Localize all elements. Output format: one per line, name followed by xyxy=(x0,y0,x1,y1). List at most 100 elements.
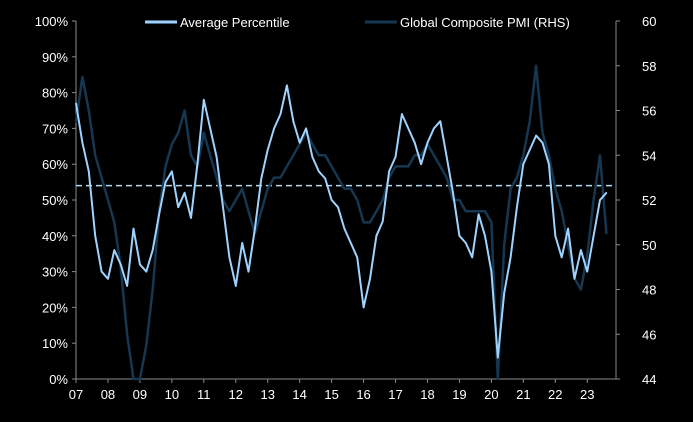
right-tick-label: 56 xyxy=(642,104,656,119)
point-average-percentile xyxy=(509,256,512,259)
point-global-composite-pmi xyxy=(75,120,77,123)
x-tick-label: 14 xyxy=(292,387,306,402)
point-average-percentile xyxy=(183,192,186,194)
x-tick-label: 23 xyxy=(580,387,594,402)
point-global-composite-pmi xyxy=(286,165,288,168)
axes-layer: 0% 10% 20% 30% 40% 50% 60% 70% 80% 90% 100% 44 46 48 5… xyxy=(35,14,657,402)
point-global-composite-pmi xyxy=(599,154,601,157)
point-average-percentile xyxy=(420,163,422,165)
point-global-composite-pmi xyxy=(183,109,186,112)
point-average-percentile xyxy=(599,199,601,201)
x-tick-label: 19 xyxy=(452,387,466,402)
x-tick-label: 16 xyxy=(356,387,370,402)
point-global-composite-pmi xyxy=(113,221,116,224)
point-average-percentile xyxy=(126,285,128,287)
left-tick-label: 40% xyxy=(42,229,68,244)
left-tick-label: 70% xyxy=(42,121,68,136)
point-global-composite-pmi xyxy=(318,154,320,157)
point-global-composite-pmi xyxy=(458,199,461,201)
point-global-composite-pmi xyxy=(445,176,448,179)
point-average-percentile xyxy=(407,127,410,130)
point-average-percentile xyxy=(426,141,429,144)
x-tick-label: 08 xyxy=(101,387,115,402)
point-average-percentile xyxy=(279,113,282,115)
left-tick-label: 0% xyxy=(49,372,68,387)
point-average-percentile xyxy=(88,170,90,173)
right-tick-label: 48 xyxy=(642,283,656,298)
point-global-composite-pmi xyxy=(503,244,506,246)
point-average-percentile xyxy=(171,170,173,173)
point-global-composite-pmi xyxy=(541,132,544,134)
point-global-composite-pmi xyxy=(241,188,243,190)
point-global-composite-pmi xyxy=(235,199,237,201)
point-global-composite-pmi xyxy=(369,221,371,224)
point-average-percentile xyxy=(592,235,595,237)
point-global-composite-pmi xyxy=(477,210,480,212)
point-global-composite-pmi xyxy=(484,210,486,212)
point-average-percentile xyxy=(343,227,346,230)
point-average-percentile xyxy=(477,213,480,216)
point-average-percentile xyxy=(292,120,295,122)
point-average-percentile xyxy=(215,156,218,158)
point-global-composite-pmi xyxy=(580,288,582,291)
point-global-composite-pmi xyxy=(356,199,359,201)
point-average-percentile xyxy=(554,235,557,237)
right-tick-label: 44 xyxy=(642,372,656,387)
series-line-average-percentile xyxy=(75,84,608,359)
point-average-percentile xyxy=(528,149,531,151)
point-average-percentile xyxy=(471,256,474,259)
point-global-composite-pmi xyxy=(190,154,192,157)
point-global-composite-pmi xyxy=(465,210,467,212)
right-tick-label: 58 xyxy=(642,59,656,74)
point-average-percentile xyxy=(516,206,518,208)
point-average-percentile xyxy=(113,249,116,251)
point-global-composite-pmi xyxy=(394,165,397,168)
point-global-composite-pmi xyxy=(81,76,84,78)
point-average-percentile xyxy=(573,278,576,280)
point-average-percentile xyxy=(465,242,467,244)
point-average-percentile xyxy=(158,213,160,216)
point-average-percentile xyxy=(81,141,84,144)
point-average-percentile xyxy=(228,256,231,259)
point-average-percentile xyxy=(388,170,390,173)
point-global-composite-pmi xyxy=(292,154,295,157)
point-global-composite-pmi xyxy=(266,188,269,190)
point-average-percentile xyxy=(190,217,192,219)
point-global-composite-pmi xyxy=(350,188,352,190)
x-tick-label: 12 xyxy=(229,387,243,402)
point-average-percentile xyxy=(241,242,243,244)
x-tick-label: 15 xyxy=(324,387,338,402)
x-tick-label: 21 xyxy=(516,387,530,402)
point-average-percentile xyxy=(330,199,333,201)
point-global-composite-pmi xyxy=(401,165,403,168)
point-average-percentile xyxy=(445,156,448,158)
point-global-composite-pmi xyxy=(535,65,537,67)
point-average-percentile xyxy=(305,127,307,130)
point-average-percentile xyxy=(298,141,301,144)
left-tick-label: 60% xyxy=(42,157,68,172)
point-average-percentile xyxy=(151,249,154,251)
point-global-composite-pmi xyxy=(94,154,96,157)
point-average-percentile xyxy=(401,113,403,115)
point-average-percentile xyxy=(413,141,416,144)
point-average-percentile xyxy=(209,127,211,130)
point-global-composite-pmi xyxy=(381,199,384,201)
point-average-percentile xyxy=(196,163,199,165)
x-tick-label: 13 xyxy=(260,387,274,402)
point-average-percentile xyxy=(490,270,493,273)
point-average-percentile xyxy=(100,270,103,273)
point-average-percentile xyxy=(266,149,269,151)
point-average-percentile xyxy=(350,242,352,244)
point-average-percentile xyxy=(356,256,359,259)
point-average-percentile xyxy=(580,249,582,251)
point-global-composite-pmi xyxy=(177,132,179,134)
point-global-composite-pmi xyxy=(279,176,282,179)
point-global-composite-pmi xyxy=(203,132,205,134)
left-tick-label: 20% xyxy=(42,300,68,315)
x-tick-label: 07 xyxy=(69,387,83,402)
point-global-composite-pmi xyxy=(247,210,250,212)
legend-label: Average Percentile xyxy=(180,15,290,30)
x-tick-label: 10 xyxy=(165,387,179,402)
point-average-percentile xyxy=(535,134,537,137)
